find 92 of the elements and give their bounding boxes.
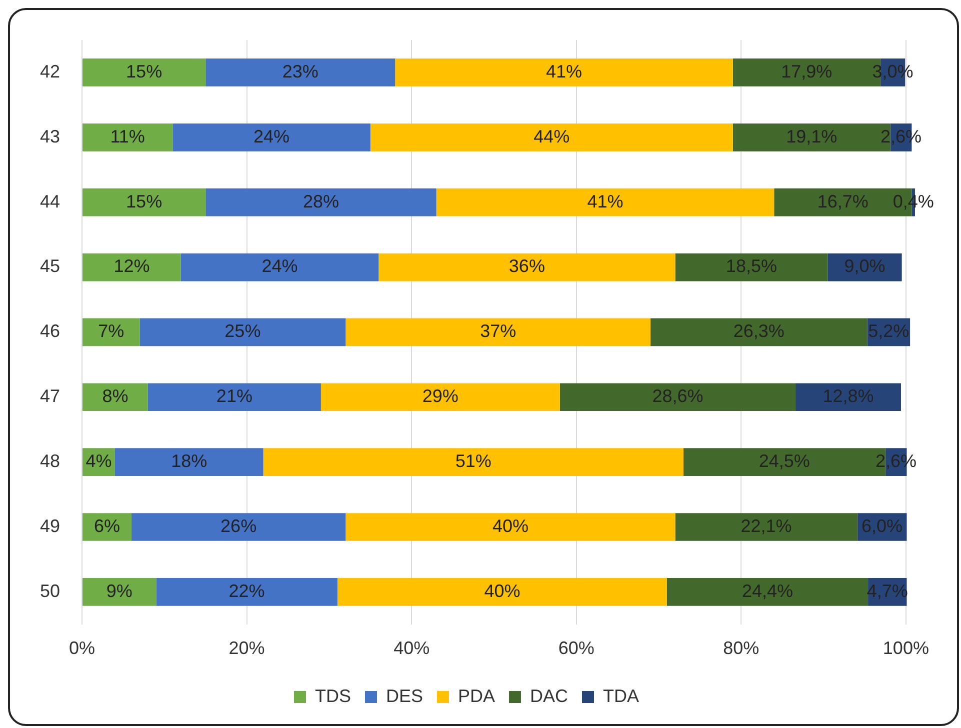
data-label: 28,6% <box>652 386 704 406</box>
bar <box>172 123 370 152</box>
data-label: 36% <box>508 256 545 276</box>
data-label: 37% <box>480 321 516 342</box>
data-label: 24,5% <box>758 451 810 472</box>
bar <box>560 383 796 412</box>
data-label: 17,9% <box>781 61 832 82</box>
bar <box>667 578 868 606</box>
bar <box>82 578 156 606</box>
x-tick-label: 80% <box>723 638 760 658</box>
bar <box>675 513 858 541</box>
data-label: 15% <box>126 61 162 82</box>
data-label: 23% <box>282 61 318 82</box>
bar <box>114 448 264 476</box>
bar <box>82 253 181 282</box>
bar <box>796 383 901 412</box>
data-label: 18% <box>171 451 208 472</box>
data-label: 7% <box>98 321 124 342</box>
x-tick-label: 20% <box>228 638 265 658</box>
y-tick-label: 45 <box>40 256 60 276</box>
bar <box>346 513 676 541</box>
bar <box>346 318 651 346</box>
data-label: 9,0% <box>844 256 886 276</box>
data-label: 24% <box>262 256 298 276</box>
data-label: 28% <box>302 191 339 212</box>
data-label: 4% <box>86 451 112 472</box>
bar <box>370 123 733 152</box>
bar <box>675 253 828 282</box>
data-label: 24,4% <box>742 580 794 601</box>
bar <box>436 188 774 216</box>
x-tick-label: 0% <box>69 638 96 658</box>
data-label: 8% <box>102 386 128 406</box>
bar <box>206 58 396 86</box>
bar <box>82 188 206 216</box>
data-label: 12% <box>114 256 150 276</box>
data-label: 41% <box>587 191 624 212</box>
data-label: 40% <box>492 516 528 536</box>
bar <box>131 513 346 541</box>
data-label: 22,1% <box>740 516 792 536</box>
data-label: 12,8% <box>822 386 874 406</box>
legend-label: DAC <box>530 686 568 706</box>
y-tick-label: 50 <box>40 580 60 601</box>
bar <box>82 58 206 86</box>
y-tick-label: 46 <box>40 321 60 342</box>
y-tick-label: 44 <box>40 191 60 212</box>
data-label: 15% <box>126 191 162 212</box>
data-label: 24% <box>254 126 290 146</box>
data-label: 51% <box>455 451 492 472</box>
data-label: 5,2% <box>868 321 910 342</box>
data-label: 41% <box>546 61 582 82</box>
legend-label: DES <box>386 686 424 706</box>
data-label: 9% <box>106 580 132 601</box>
y-tick-label: 48 <box>40 451 60 472</box>
data-label: 40% <box>484 580 520 601</box>
data-label: 26,3% <box>733 321 784 342</box>
data-label: 29% <box>422 386 458 406</box>
bar <box>148 383 321 412</box>
x-tick-label: 40% <box>394 638 430 658</box>
data-label: 22% <box>228 580 265 601</box>
bar <box>82 123 173 152</box>
data-label: 6% <box>94 516 120 536</box>
x-tick-label: 60% <box>558 638 594 658</box>
bar <box>650 318 868 346</box>
y-tick-label: 49 <box>40 516 60 536</box>
bar <box>263 448 684 476</box>
data-label: 16,7% <box>817 191 868 212</box>
x-tick-label: 100% <box>882 638 929 658</box>
bar <box>82 383 148 412</box>
bar <box>156 578 338 606</box>
bar <box>320 383 560 412</box>
data-label: 44% <box>534 126 570 146</box>
data-label: 11% <box>110 126 145 146</box>
data-label: 0,4% <box>892 191 934 212</box>
bar <box>395 58 733 86</box>
data-label: 18,5% <box>726 256 777 276</box>
data-label: 25% <box>224 321 261 342</box>
y-tick-label: 47 <box>40 386 60 406</box>
bar <box>206 188 436 216</box>
y-tick-label: 43 <box>40 126 60 146</box>
data-label: 21% <box>216 386 252 406</box>
legend-label: PDA <box>458 686 496 706</box>
bar <box>337 578 667 606</box>
bar <box>378 253 676 282</box>
bar <box>140 318 346 346</box>
y-tick-label: 42 <box>40 61 60 82</box>
data-label: 26% <box>220 516 257 536</box>
legend-label: TDS <box>314 686 351 706</box>
data-label: 19,1% <box>786 126 838 146</box>
data-label: 6,0% <box>862 516 903 536</box>
bar <box>82 318 140 346</box>
legend-label: TDA <box>603 686 640 706</box>
bar <box>180 253 379 282</box>
